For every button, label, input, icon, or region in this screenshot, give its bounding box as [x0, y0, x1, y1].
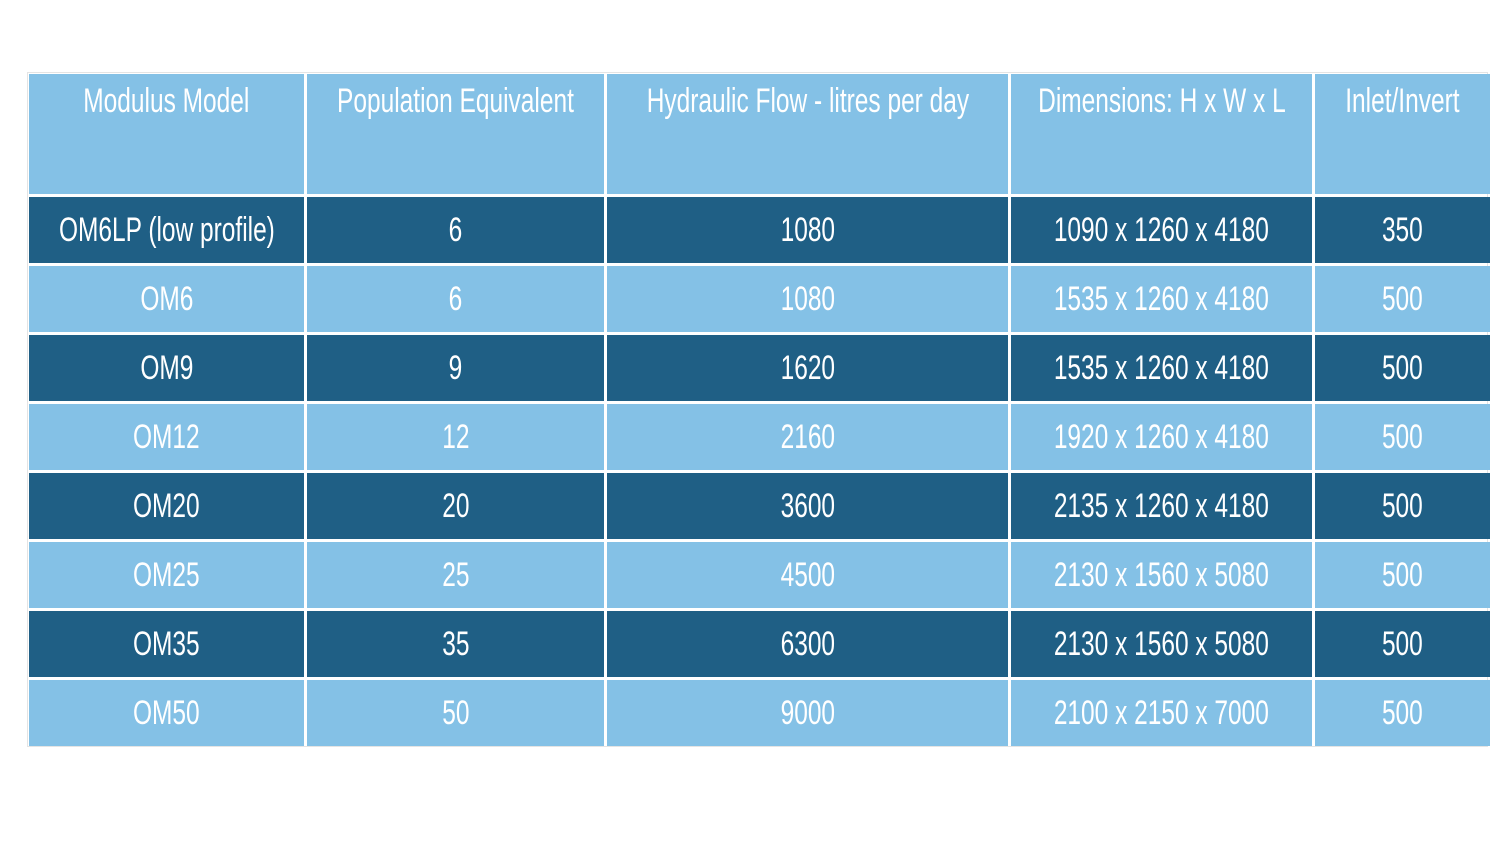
table-cell-text: 6: [448, 279, 463, 318]
table-cell: 6: [307, 266, 604, 332]
table-cell: OM50: [29, 680, 304, 746]
table-cell-text: OM12: [133, 417, 200, 456]
table-cell-text: OM6LP (low profile): [58, 210, 275, 249]
table-cell: 500: [1315, 680, 1490, 746]
table-cell-text: 2130 x 1560 x 5080: [1053, 555, 1270, 594]
table-cell-text: 1535 x 1260 x 4180: [1053, 348, 1270, 387]
table-cell-text: 2100 x 2150 x 7000: [1053, 693, 1270, 732]
table-cell-text: 1080: [780, 279, 835, 318]
table-cell: 1080: [607, 266, 1008, 332]
header-cell-text: Population Equivalent: [337, 82, 574, 120]
table-cell: 500: [1315, 611, 1490, 677]
table-cell-text: 2135 x 1260 x 4180: [1053, 486, 1270, 525]
table-cell-text: 25: [441, 555, 470, 594]
table-cell: 500: [1315, 335, 1490, 401]
table-cell-text: 1620: [780, 348, 835, 387]
table-cell-text: 2160: [780, 417, 835, 456]
table-cell-text: 50: [441, 693, 470, 732]
table-cell-text: OM50: [133, 693, 200, 732]
table-cell: 3600: [607, 473, 1008, 539]
table-cell-text: 1535 x 1260 x 4180: [1053, 279, 1270, 318]
table-cell: 2135 x 1260 x 4180: [1011, 473, 1312, 539]
table-cell: 500: [1315, 266, 1490, 332]
table-cell-text: OM6: [139, 279, 194, 318]
header-cell: Population Equivalent: [307, 74, 604, 194]
table-cell: OM6: [29, 266, 304, 332]
table-cell: 9: [307, 335, 604, 401]
table-cell: 35: [307, 611, 604, 677]
table-cell: 4500: [607, 542, 1008, 608]
table-cell: 500: [1315, 404, 1490, 470]
table-cell-text: 1920 x 1260 x 4180: [1053, 417, 1270, 456]
table-cell-text: 9: [448, 348, 463, 387]
table-cell-text: OM20: [133, 486, 200, 525]
header-cell: Modulus Model: [29, 74, 304, 194]
table-cell: 25: [307, 542, 604, 608]
table-cell-text: 500: [1382, 486, 1423, 525]
table-cell: 1920 x 1260 x 4180: [1011, 404, 1312, 470]
table-cell: 2130 x 1560 x 5080: [1011, 611, 1312, 677]
header-cell-text: Modulus Model: [83, 82, 250, 120]
table-cell-text: 500: [1382, 417, 1423, 456]
table-cell-text: 35: [441, 624, 470, 663]
table-cell: 2160: [607, 404, 1008, 470]
table-cell: 50: [307, 680, 604, 746]
header-cell: Hydraulic Flow - litres per day: [607, 74, 1008, 194]
table-cell: 6300: [607, 611, 1008, 677]
table-cell-text: OM35: [133, 624, 200, 663]
table-cell-text: 6300: [780, 624, 835, 663]
table-cell: 2100 x 2150 x 7000: [1011, 680, 1312, 746]
table-cell: 350: [1315, 197, 1490, 263]
table-cell-text: OM9: [139, 348, 194, 387]
table-cell-text: 12: [441, 417, 470, 456]
table-cell-text: 500: [1382, 693, 1423, 732]
table-cell: 1535 x 1260 x 4180: [1011, 335, 1312, 401]
table-cell-text: 500: [1382, 348, 1423, 387]
table-cell-text: 4500: [780, 555, 835, 594]
table-cell-text: 350: [1382, 210, 1423, 249]
table-cell: 500: [1315, 542, 1490, 608]
table-cell: 1080: [607, 197, 1008, 263]
table-cell: OM6LP (low profile): [29, 197, 304, 263]
table-cell: OM20: [29, 473, 304, 539]
table-cell-text: 1090 x 1260 x 4180: [1053, 210, 1270, 249]
table-cell: 1090 x 1260 x 4180: [1011, 197, 1312, 263]
table-cell: 500: [1315, 473, 1490, 539]
table-cell: 1535 x 1260 x 4180: [1011, 266, 1312, 332]
table-cell-text: 500: [1382, 555, 1423, 594]
table-cell: OM9: [29, 335, 304, 401]
table-cell-text: 9000: [780, 693, 835, 732]
table-cell-text: 3600: [780, 486, 835, 525]
header-cell-text: Hydraulic Flow - litres per day: [646, 82, 969, 120]
table-cell: 9000: [607, 680, 1008, 746]
table-cell: OM35: [29, 611, 304, 677]
table-cell: OM25: [29, 542, 304, 608]
table-cell: 20: [307, 473, 604, 539]
table-cell-text: 20: [441, 486, 470, 525]
table-cell-text: 2130 x 1560 x 5080: [1053, 624, 1270, 663]
header-cell: Dimensions: H x W x L: [1011, 74, 1312, 194]
table-cell: 2130 x 1560 x 5080: [1011, 542, 1312, 608]
table-cell: OM12: [29, 404, 304, 470]
table-cell-text: 1080: [780, 210, 835, 249]
table-cell: 6: [307, 197, 604, 263]
header-cell-text: Dimensions: H x W x L: [1037, 82, 1286, 120]
table-cell-text: 6: [448, 210, 463, 249]
data-table: Modulus Model Population Equivalent Hydrau…: [28, 73, 1490, 746]
table-cell-text: OM25: [133, 555, 200, 594]
table-cell: 12: [307, 404, 604, 470]
header-cell-text: Inlet/Invert: [1345, 82, 1460, 120]
table-cell-text: 500: [1382, 279, 1423, 318]
table-cell: 1620: [607, 335, 1008, 401]
header-cell: Inlet/Invert: [1315, 74, 1490, 194]
table-cell-text: 500: [1382, 624, 1423, 663]
